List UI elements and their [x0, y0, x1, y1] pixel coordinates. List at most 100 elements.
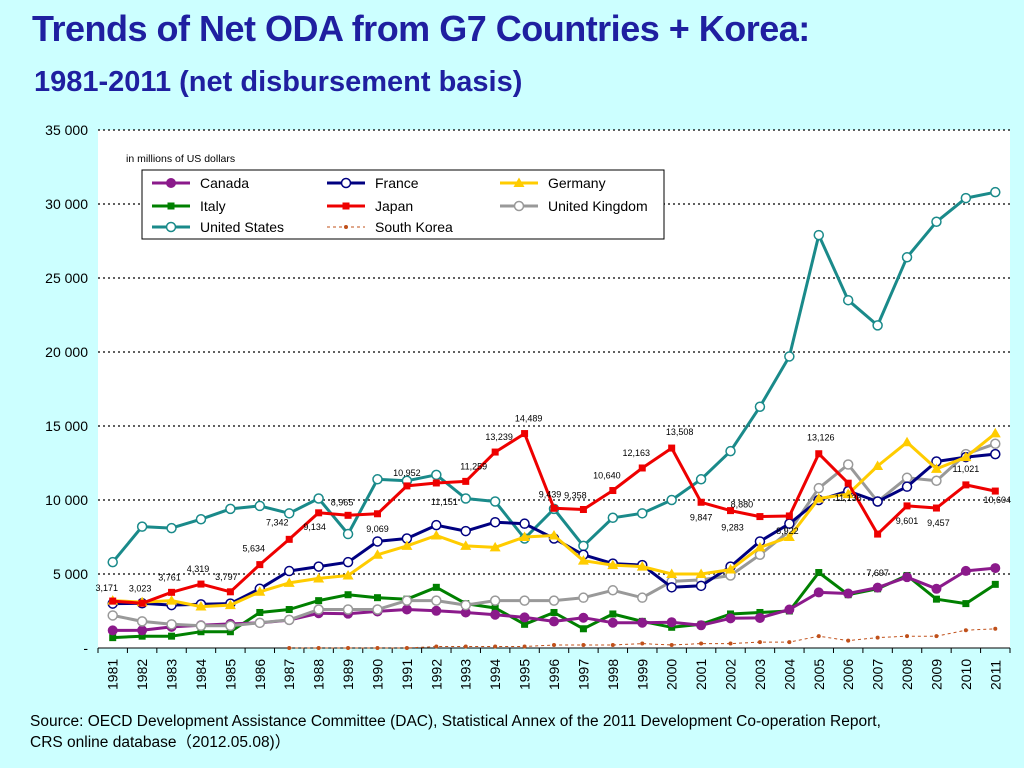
- data-point-united-kingdom: [460, 599, 471, 611]
- data-point-united-states: [431, 469, 442, 481]
- data-point-japan: [550, 504, 558, 512]
- data-point-italy: [432, 583, 440, 591]
- data-point-japan: [226, 588, 234, 596]
- data-point-south-korea: [287, 646, 292, 650]
- legend-item-united-kingdom: United Kingdom: [500, 198, 648, 214]
- data-point-japan: [785, 512, 793, 520]
- data-point-germany: [283, 577, 295, 587]
- data-point-japan: [579, 506, 587, 514]
- data-point-germany: [754, 541, 766, 552]
- data-label-japan: 11,151: [431, 497, 458, 507]
- data-point-canada: [549, 616, 559, 627]
- data-label-japan: 10,640: [593, 471, 621, 481]
- data-point-japan: [138, 599, 146, 607]
- x-tick-label: 1989: [340, 659, 356, 690]
- data-point-south-korea: [434, 644, 439, 649]
- data-point-canada: [754, 612, 765, 623]
- data-point-south-korea: [610, 643, 615, 648]
- data-point-united-kingdom: [901, 472, 913, 484]
- data-point-canada: [990, 563, 1001, 574]
- legend-item-japan: Japan: [327, 198, 413, 214]
- data-point-italy: [226, 628, 234, 636]
- data-point-france: [901, 481, 913, 492]
- data-label-japan: 3,023: [129, 583, 152, 593]
- y-tick-label: 5 000: [53, 566, 88, 582]
- data-point-japan: [403, 482, 411, 490]
- data-point-germany: [960, 451, 972, 462]
- slide-subtitle: 1981-2011 (net disbursement basis): [34, 66, 523, 98]
- data-point-south-korea: [346, 646, 351, 650]
- data-label-japan: 7,697: [866, 568, 889, 578]
- data-point-united-kingdom: [254, 617, 266, 629]
- data-point-france: [342, 556, 354, 568]
- data-point-germany: [813, 493, 825, 503]
- chart-panel: - 5 000 10 000 15 000 20 000 25 000 30 000 35 0…: [0, 116, 1024, 706]
- data-point-united-states: [754, 401, 766, 413]
- data-point-japan: [815, 450, 823, 458]
- data-point-united-kingdom: [813, 482, 825, 494]
- data-point-japan: [903, 502, 911, 510]
- data-point-japan: [638, 464, 646, 472]
- data-point-france: [460, 525, 471, 537]
- x-tick-label: 1994: [487, 659, 503, 690]
- data-point-south-korea: [404, 646, 409, 650]
- data-point-germany: [577, 555, 589, 565]
- data-point-germany: [460, 540, 472, 550]
- legend-label: South Korea: [375, 219, 453, 235]
- x-tick-label: 1998: [605, 659, 621, 690]
- data-point-united-kingdom: [342, 604, 354, 615]
- data-point-italy: [991, 580, 999, 588]
- data-point-south-korea: [963, 628, 968, 633]
- data-point-canada: [431, 605, 442, 616]
- data-point-united-states: [960, 192, 972, 204]
- data-point-germany: [989, 427, 1001, 438]
- data-point-germany: [401, 540, 413, 550]
- data-label-japan: 11,136: [835, 493, 862, 503]
- y-tick-label: 35 000: [45, 122, 88, 138]
- legend-label: Italy: [200, 198, 226, 214]
- legend-swatch-marker: [342, 202, 350, 210]
- legend-label: United Kingdom: [548, 198, 648, 214]
- data-point-japan: [962, 481, 970, 489]
- data-point-japan: [315, 509, 323, 517]
- data-label-japan: 9,457: [927, 518, 950, 528]
- data-point-japan: [756, 513, 764, 521]
- data-point-canada: [813, 587, 824, 598]
- data-point-japan: [256, 561, 264, 569]
- data-point-united-kingdom: [283, 614, 295, 626]
- data-label-japan: 9,134: [303, 522, 326, 532]
- data-label-japan: 9,847: [690, 512, 713, 522]
- data-point-united-kingdom: [842, 459, 854, 470]
- data-point-italy: [579, 625, 587, 633]
- data-point-germany: [901, 436, 913, 447]
- data-point-germany: [195, 601, 207, 611]
- legend-swatch-marker: [513, 200, 525, 212]
- data-point-south-korea: [757, 640, 762, 645]
- data-point-united-states: [695, 474, 707, 485]
- data-point-italy: [756, 608, 764, 616]
- data-point-united-kingdom: [166, 619, 177, 630]
- data-point-south-korea: [640, 641, 645, 646]
- data-label-japan: 9,283: [721, 523, 744, 533]
- data-point-japan: [874, 530, 882, 538]
- data-point-united-kingdom: [548, 595, 560, 606]
- x-tick-label: 2001: [693, 659, 709, 690]
- data-label-japan: 8,965: [331, 497, 354, 507]
- x-tick-label: 1985: [222, 659, 238, 690]
- data-point-canada: [784, 604, 795, 615]
- data-point-italy: [550, 608, 558, 616]
- data-point-germany: [371, 549, 383, 559]
- x-tick-label: 1986: [252, 659, 268, 690]
- data-point-canada: [578, 612, 589, 623]
- data-point-japan: [609, 487, 617, 495]
- legend-item-germany: Germany: [500, 175, 606, 191]
- y-tick-label: 10 000: [45, 492, 88, 508]
- data-point-canada: [137, 625, 148, 636]
- data-point-united-kingdom: [372, 604, 383, 615]
- data-point-france: [372, 536, 383, 547]
- data-point-japan: [462, 477, 470, 485]
- x-tick-label: 2010: [958, 659, 974, 690]
- data-point-united-kingdom: [195, 620, 207, 632]
- data-point-canada: [843, 588, 854, 599]
- data-point-france: [431, 519, 442, 531]
